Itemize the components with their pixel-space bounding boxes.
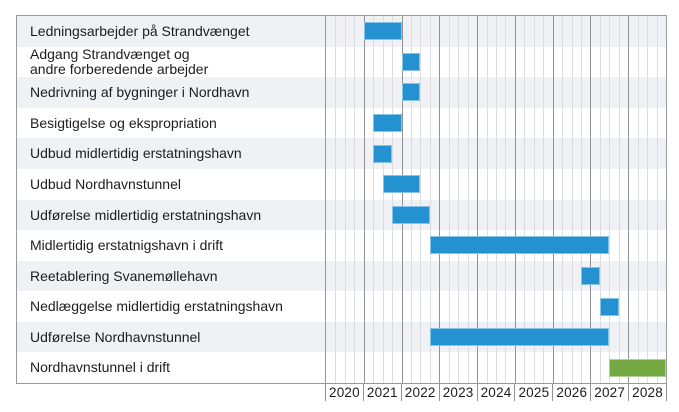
task-bar-blue [363, 22, 402, 41]
row-band [17, 199, 666, 231]
gridline-minor [373, 16, 375, 383]
gridline-minor [599, 16, 601, 383]
gridline-minor [392, 16, 394, 383]
x-axis-year-label: 2022 [400, 384, 439, 401]
row-band [17, 138, 666, 169]
gridline-major [628, 16, 630, 383]
chart-frame: Ledningsarbejder på Strandvænget Adgang S… [16, 15, 667, 384]
gridline-minor [656, 16, 658, 383]
gridline-major [514, 16, 516, 383]
gridline-minor [609, 16, 611, 383]
gridline-minor [344, 16, 346, 383]
gridline-minor [524, 16, 526, 383]
gridline-minor [335, 16, 337, 383]
gridline-minor [496, 16, 497, 383]
row-band [17, 77, 666, 108]
row-band [17, 260, 666, 292]
gridline-minor [382, 16, 384, 383]
x-axis: 2020 2021 2022 2023 2024 2025 2026 2027 2028 [325, 384, 667, 401]
gridline-minor [647, 16, 649, 383]
task-label: Nedlæggelse midlertidig erstatningshavn [30, 298, 283, 315]
gridline-minor [486, 16, 488, 383]
x-axis-year-label: 2020 [325, 384, 363, 401]
x-axis-year-label: 2028 [628, 384, 666, 401]
task-label: Nedrivning af bygninger i Nordhavn [30, 84, 250, 101]
task-label: Ledningsarbejder på Strandvænget [30, 23, 250, 40]
gridline-major [363, 16, 365, 383]
row-band [17, 16, 666, 47]
task-bar-blue [599, 297, 619, 316]
gridline-minor [467, 16, 469, 383]
x-axis-year-label: 2023 [438, 384, 477, 401]
task-label: Udførelse midlertidig erstatningshavn [30, 206, 262, 223]
gridline-minor [533, 16, 535, 383]
task-label: Nordhavnstunnel i drift [30, 359, 171, 376]
label-plot-divider [325, 16, 326, 383]
gridline-minor [429, 16, 431, 383]
task-label: Udbud midlertidig erstatningshavn [30, 145, 242, 162]
task-label: Udførelse Nordhavnstunnel [30, 328, 201, 345]
task-bar-blue [401, 83, 421, 102]
gridline-minor [581, 16, 582, 383]
gridline-minor [448, 16, 450, 383]
task-bar-blue [373, 114, 402, 133]
task-label: Adgang Strandvænget og andre forberedend… [30, 46, 209, 77]
gridline-minor [505, 16, 507, 383]
task-labels-column: Ledningsarbejder på Strandvænget Adgang S… [17, 16, 666, 383]
gridline-minor [543, 16, 545, 383]
gridline-minor [571, 16, 573, 383]
task-bar-blue [429, 236, 610, 255]
task-label: Midlertidig erstatnigshavn i drift [30, 237, 223, 254]
gridline-minor [411, 16, 412, 383]
task-label: Reetablering Svanemøllehavn [30, 267, 218, 284]
gridline-minor [562, 16, 564, 383]
task-bar-blue [429, 328, 610, 347]
gridline-major [439, 16, 441, 383]
x-axis-year-label: 2027 [590, 384, 628, 401]
x-axis-year-label: 2021 [362, 384, 401, 401]
x-axis-year-label: 2024 [476, 384, 515, 401]
gridline-major [590, 16, 592, 383]
task-bar-blue [581, 266, 600, 285]
task-label: Besigtigelse og ekspropriation [30, 114, 217, 131]
gridline-minor [354, 16, 356, 383]
gridline-minor [637, 16, 639, 383]
gridline-minor [420, 16, 422, 383]
x-axis-year-label: 2025 [514, 384, 552, 401]
x-axis-year-label: 2026 [552, 384, 590, 401]
task-bar-blue [392, 205, 430, 224]
task-bar-green [609, 358, 666, 377]
task-bar-blue [373, 144, 393, 163]
gridline-major [477, 16, 479, 383]
task-bar-blue [382, 175, 421, 194]
gridline-major [401, 16, 403, 383]
task-bar-blue [401, 52, 421, 71]
gridline-minor [458, 16, 460, 383]
plot-area [326, 16, 666, 383]
gridline-minor [618, 16, 620, 383]
gridline-major [552, 16, 554, 383]
task-label: Udbud Nordhavnstunnel [30, 175, 181, 192]
